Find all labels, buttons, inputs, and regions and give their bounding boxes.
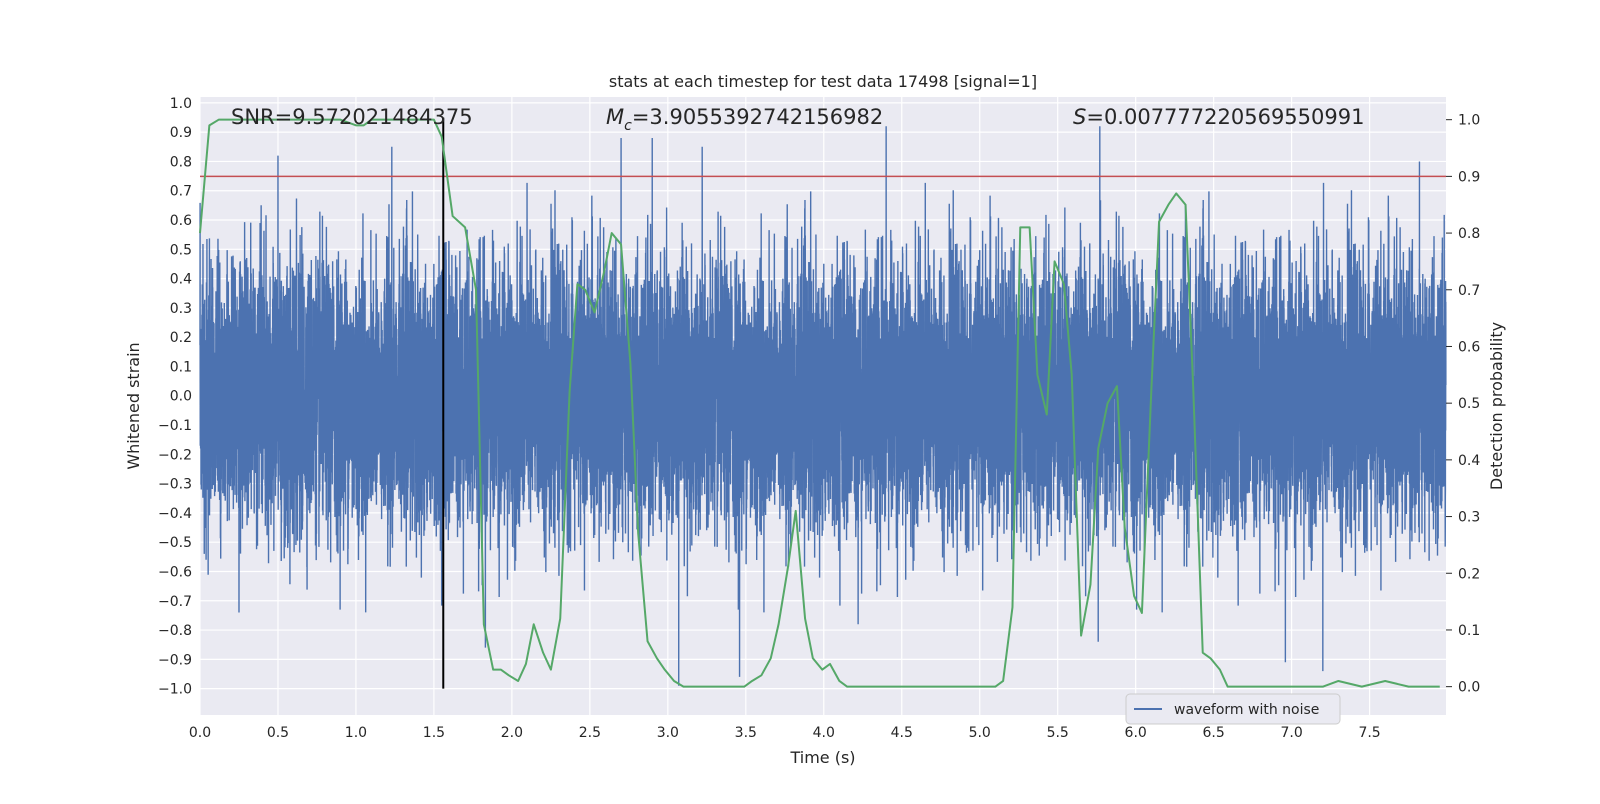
legend: waveform with noise	[1125, 693, 1341, 725]
x-tick-label: 4.5	[891, 725, 913, 741]
waveform-series	[199, 126, 1447, 686]
x-axis-label: Time (s)	[789, 748, 855, 767]
x-tick-label: 7.5	[1358, 725, 1380, 741]
y-tick-label: −0.4	[158, 506, 192, 522]
y-tick-label: −0.6	[158, 564, 192, 580]
y-tick-label: −0.7	[158, 594, 192, 610]
y-tick-label: −0.8	[158, 623, 192, 639]
y-tick-label: −0.9	[158, 652, 192, 668]
snr-annotation: SNR=9.572021484375	[231, 105, 473, 129]
y-tick-label: 0.8	[170, 154, 192, 170]
y2-tick-label: 0.6	[1458, 339, 1480, 355]
y-tick-label: 0.6	[170, 213, 192, 229]
y-tick-label: −0.1	[158, 418, 192, 434]
tick-labels: 0.0 0.5 1.0 1.5 2.0 2.5 3.0 3.5 4.0 4.5 5.0 5.5 6.0 6…	[158, 96, 1480, 741]
chirp-mass-subscript: c	[624, 118, 632, 134]
y-tick-label: 1.0	[170, 96, 192, 112]
y2-tick-label: 0.4	[1458, 453, 1480, 469]
x-tick-label: 4.0	[813, 725, 835, 741]
y-tick-label: 0.4	[170, 272, 192, 288]
legend-box	[1125, 693, 1341, 725]
chirp-mass-annotation: Mc=3.9055392742156982	[606, 105, 883, 134]
y-axis-label: Whitened strain	[124, 342, 143, 469]
y2-tick-label: 1.0	[1458, 113, 1480, 129]
y-tick-label: 0.5	[170, 242, 192, 258]
y2-tick-label: 0.7	[1458, 283, 1480, 299]
y-tick-label: 0.7	[170, 184, 192, 200]
waveform-line	[199, 126, 1447, 686]
y-tick-label: 0.9	[170, 125, 192, 141]
chart-title: stats at each timestep for test data 174…	[609, 72, 1037, 91]
y2-tick-label: 0.0	[1458, 680, 1480, 696]
y2-tick-label: 0.9	[1458, 169, 1480, 185]
y-tick-label: 0.2	[170, 330, 192, 346]
y2-tick-label: 0.1	[1458, 623, 1480, 639]
x-tick-label: 3.0	[657, 725, 679, 741]
x-tick-label: 2.0	[501, 725, 523, 741]
x-tick-label: 7.0	[1280, 725, 1302, 741]
x-tick-label: 0.0	[189, 725, 211, 741]
y-tick-label: 0.1	[170, 359, 192, 375]
x-tick-label: 5.0	[969, 725, 991, 741]
x-tick-label: 6.0	[1125, 725, 1147, 741]
y2-tick-label: 0.5	[1458, 396, 1480, 412]
y-tick-label: −1.0	[158, 682, 192, 698]
y2-tick-label: 0.2	[1458, 566, 1480, 582]
y-tick-label: −0.3	[158, 477, 192, 493]
s-symbol: S	[1073, 105, 1086, 129]
chirp-mass-symbol: M	[606, 105, 624, 129]
x-tick-label: 2.5	[579, 725, 601, 741]
s-value: =0.007777220569550991	[1086, 105, 1364, 129]
chirp-mass-value: =3.9055392742156982	[632, 105, 883, 129]
y2-tick-label: 0.3	[1458, 510, 1480, 526]
y-tick-label: 0.3	[170, 301, 192, 317]
y-tick-label: −0.2	[158, 447, 192, 463]
s-annotation: S=0.007777220569550991	[1073, 105, 1364, 129]
x-tick-label: 0.5	[267, 725, 289, 741]
detection-probability-line	[199, 118, 1440, 688]
x-tick-label: 1.5	[423, 725, 445, 741]
overlay-layer	[199, 117, 1446, 689]
y2-tick-label: 0.8	[1458, 226, 1480, 242]
x-tick-label: 3.5	[735, 725, 757, 741]
x-tick-label: 6.5	[1203, 725, 1225, 741]
x-tick-label: 5.5	[1047, 725, 1069, 741]
y2-axis-label: Detection probability	[1487, 322, 1506, 490]
y-tick-label: −0.5	[158, 535, 192, 551]
legend-label-waveform: waveform with noise	[1174, 702, 1319, 718]
y-tick-label: 0.0	[170, 389, 192, 405]
x-tick-label: 1.0	[345, 725, 367, 741]
